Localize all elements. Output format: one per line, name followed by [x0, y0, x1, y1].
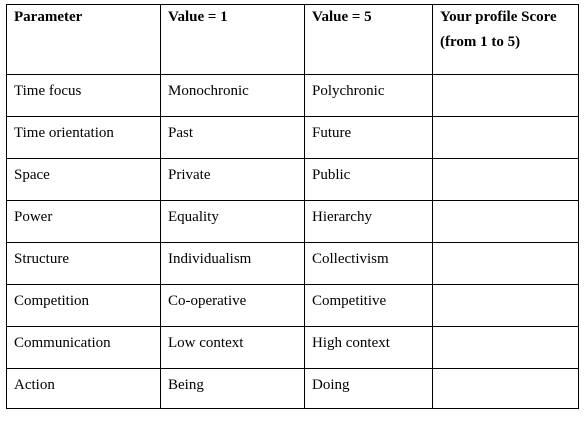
value-5-cell: Competitive — [304, 284, 433, 327]
value-1-cell: Equality — [160, 200, 305, 243]
value-5-cell: Collectivism — [304, 242, 433, 285]
parameter-cell: Time focus — [6, 74, 161, 117]
header-profile-score-line2: (from 1 to 5) — [440, 34, 521, 50]
value-5-cell: Future — [304, 116, 433, 159]
table-row: Power Equality Hierarchy — [6, 200, 579, 243]
value-1-cell: Monochronic — [160, 74, 305, 117]
header-profile-score: Your profile Score (from 1 to 5) — [432, 4, 579, 75]
table-row: Communication Low context High context — [6, 326, 579, 369]
value-1-cell: Individualism — [160, 242, 305, 285]
value-1-cell: Being — [160, 368, 305, 409]
score-cell[interactable] — [432, 326, 579, 369]
value-1-cell: Low context — [160, 326, 305, 369]
parameter-cell: Power — [6, 200, 161, 243]
parameter-cell: Communication — [6, 326, 161, 369]
parameter-cell: Competition — [6, 284, 161, 327]
cultural-profile-table: Parameter Value = 1 Value = 5 Your profi… — [6, 4, 579, 409]
value-5-cell: Public — [304, 158, 433, 201]
header-row: Parameter Value = 1 Value = 5 Your profi… — [6, 4, 579, 75]
header-value-5: Value = 5 — [304, 4, 433, 75]
score-cell[interactable] — [432, 158, 579, 201]
header-parameter: Parameter — [6, 4, 161, 75]
parameter-cell: Action — [6, 368, 161, 409]
value-5-cell: Hierarchy — [304, 200, 433, 243]
header-profile-score-line1: Your profile Score — [440, 9, 557, 25]
value-1-cell: Co-operative — [160, 284, 305, 327]
score-cell[interactable] — [432, 284, 579, 327]
score-cell[interactable] — [432, 200, 579, 243]
value-5-cell: High context — [304, 326, 433, 369]
table-row: Time orientation Past Future — [6, 116, 579, 159]
value-5-cell: Polychronic — [304, 74, 433, 117]
score-cell[interactable] — [432, 368, 579, 409]
parameter-cell: Structure — [6, 242, 161, 285]
table-row: Action Being Doing — [6, 368, 579, 409]
value-5-cell: Doing — [304, 368, 433, 409]
table-row: Structure Individualism Collectivism — [6, 242, 579, 285]
parameter-cell: Time orientation — [6, 116, 161, 159]
score-cell[interactable] — [432, 242, 579, 285]
table-row: Space Private Public — [6, 158, 579, 201]
table-row: Competition Co-operative Competitive — [6, 284, 579, 327]
value-1-cell: Private — [160, 158, 305, 201]
parameter-cell: Space — [6, 158, 161, 201]
table-row: Time focus Monochronic Polychronic — [6, 74, 579, 117]
score-cell[interactable] — [432, 74, 579, 117]
score-cell[interactable] — [432, 116, 579, 159]
value-1-cell: Past — [160, 116, 305, 159]
header-value-1: Value = 1 — [160, 4, 305, 75]
